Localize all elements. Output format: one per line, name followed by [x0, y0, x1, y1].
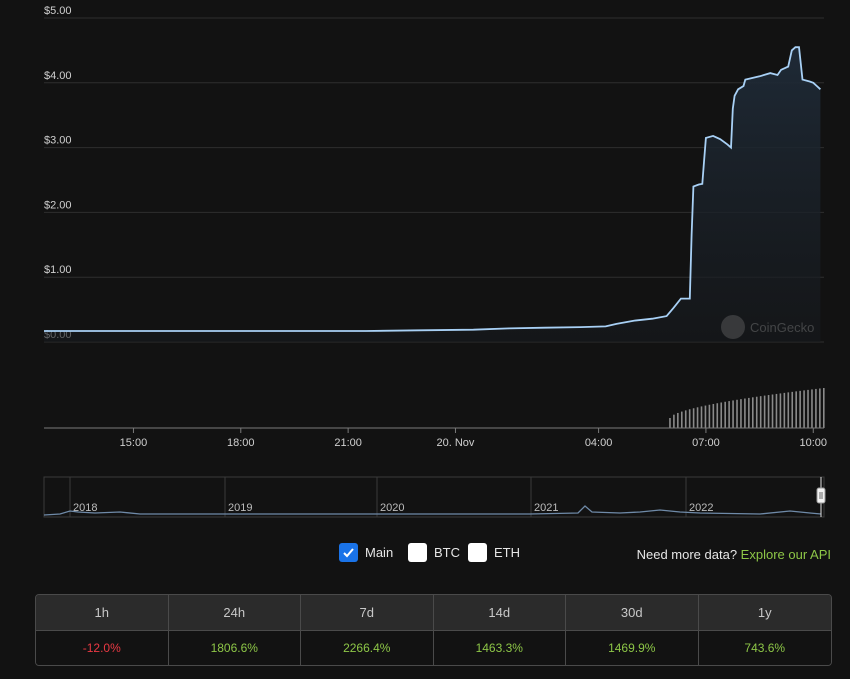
x-tick-label: 07:00: [692, 437, 720, 449]
main-label: Main: [365, 545, 394, 560]
volume-bar: [684, 410, 687, 428]
volume-bar: [728, 401, 730, 428]
volume-bar: [732, 400, 734, 428]
checkmark-icon: [343, 548, 354, 558]
volume-bar: [815, 388, 817, 428]
performance-table: 1h 24h 7d 14d 30d 1y -12.0% 1806.6% 2266…: [35, 594, 832, 666]
volume-bar: [783, 392, 786, 428]
volume-bar: [677, 412, 679, 428]
navigator-years: 2018 2019 2020 2021 2022: [69, 477, 713, 517]
volume-bar: [803, 390, 805, 428]
volume-bar: [700, 406, 703, 428]
volume-bar: [755, 396, 758, 428]
btc-label: BTC: [434, 545, 460, 560]
range-navigator[interactable]: 2018 2019 2020 2021 2022: [43, 476, 826, 518]
volume-bar: [775, 393, 778, 428]
coingecko-watermark: CoinGecko: [721, 315, 814, 339]
volume-bar: [696, 407, 699, 428]
toggle-eth[interactable]: ETH: [468, 543, 520, 562]
y-tick-label: $3.00: [44, 135, 72, 147]
volume-bar: [767, 395, 770, 428]
explore-api-link[interactable]: Explore our API: [740, 547, 831, 562]
y-tick-label: $1.00: [44, 264, 72, 276]
x-tick-label: 10:00: [800, 437, 828, 449]
perf-header-1y: 1y: [698, 595, 831, 631]
navigator-year-label: 2019: [228, 502, 252, 514]
y-axis: $5.00$4.00$3.00$2.00$1.00$0.00: [44, 5, 72, 341]
volume-bar: [744, 398, 746, 428]
volume-bar: [779, 393, 782, 428]
toggle-btc[interactable]: BTC: [408, 543, 460, 562]
y-tick-label: $2.00: [44, 199, 72, 211]
perf-value-1y: 743.6%: [698, 631, 831, 665]
volume-bar: [751, 397, 754, 428]
more-data-prompt: Need more data? Explore our API: [637, 547, 831, 562]
volume-bar: [740, 399, 742, 428]
navigator-line: [43, 505, 822, 516]
volume-bar: [823, 388, 825, 428]
volume-bar: [708, 404, 711, 428]
perf-header-24h: 24h: [168, 595, 301, 631]
x-tick-label: 15:00: [120, 437, 148, 449]
eth-label: ETH: [494, 545, 520, 560]
volume-bar: [688, 409, 691, 428]
volume-bar: [680, 411, 683, 428]
volume-bar: [763, 395, 766, 428]
volume-bar: [724, 401, 726, 428]
volume-bar: [807, 389, 809, 428]
eth-checkbox[interactable]: [468, 543, 487, 562]
volume-bar: [704, 405, 707, 428]
volume-bar: [692, 408, 695, 428]
volume-bar: [712, 403, 715, 428]
toggle-main[interactable]: Main: [339, 543, 393, 562]
perf-header-7d: 7d: [301, 595, 434, 631]
perf-value-24h: 1806.6%: [168, 631, 301, 665]
perf-header-30d: 30d: [566, 595, 699, 631]
y-tick-label: $4.00: [44, 70, 72, 82]
navigator-year-label: 2021: [534, 502, 558, 514]
x-axis: 15:00 18:00 21:00 20. Nov 04:00 07:00 10:00: [120, 428, 827, 449]
price-area: [44, 47, 821, 342]
volume-bar: [736, 399, 738, 428]
navigator-handle[interactable]: [816, 487, 826, 504]
main-checkbox[interactable]: [339, 543, 358, 562]
volume-bar: [771, 394, 774, 428]
volume-bar: [720, 402, 723, 428]
navigator-year-label: 2020: [380, 502, 404, 514]
btc-checkbox[interactable]: [408, 543, 427, 562]
volume-bar: [819, 388, 821, 428]
volume-bar: [795, 391, 797, 428]
more-data-text: Need more data?: [636, 547, 738, 562]
perf-header-14d: 14d: [433, 595, 566, 631]
navigator-year-label: 2018: [73, 502, 97, 514]
x-tick-label: 18:00: [227, 437, 255, 449]
watermark-text: CoinGecko: [750, 320, 814, 335]
perf-value-14d: 1463.3%: [433, 631, 566, 665]
volume-bar: [799, 390, 801, 428]
volume-bar: [811, 389, 813, 428]
volume-bar: [791, 391, 794, 428]
volume-bar: [669, 418, 671, 428]
volume-bars: [669, 388, 825, 428]
volume-bar: [673, 414, 675, 428]
volume-bar: [787, 392, 790, 428]
price-chart[interactable]: $5.00$4.00$3.00$2.00$1.00$0.00 CoinGecko…: [0, 0, 850, 530]
volume-bar: [748, 397, 750, 428]
chart-controls: Main BTC ETH Need more data? Explore our…: [0, 543, 850, 569]
navigator-year-label: 2022: [689, 502, 713, 514]
perf-value-7d: 2266.4%: [301, 631, 434, 665]
perf-value-30d: 1469.9%: [566, 631, 699, 665]
perf-header-1h: 1h: [36, 595, 169, 631]
perf-value-1h: -12.0%: [36, 631, 169, 665]
x-tick-label: 04:00: [585, 437, 613, 449]
y-tick-label: $5.00: [44, 5, 72, 17]
price-line[interactable]: [44, 46, 822, 332]
x-tick-label: 20. Nov: [437, 437, 475, 449]
volume-bar: [759, 396, 762, 428]
volume-bar: [716, 403, 719, 428]
x-tick-label: 21:00: [334, 437, 362, 449]
